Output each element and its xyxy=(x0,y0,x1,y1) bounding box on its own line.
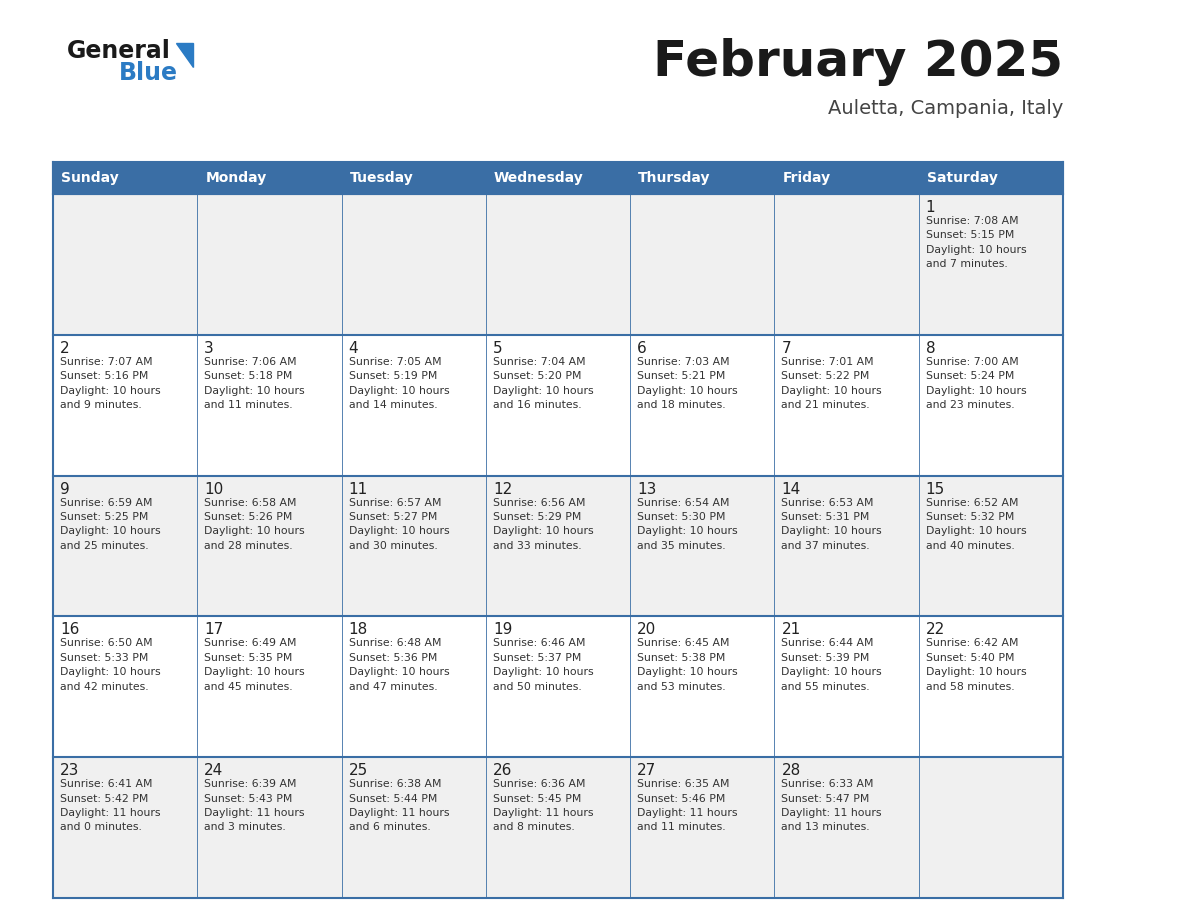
Bar xyxy=(342,162,486,194)
Text: Sunrise: 7:07 AM
Sunset: 5:16 PM
Daylight: 10 hours
and 9 minutes.: Sunrise: 7:07 AM Sunset: 5:16 PM Dayligh… xyxy=(61,357,160,410)
Text: Blue: Blue xyxy=(119,61,178,85)
Text: 18: 18 xyxy=(348,622,368,637)
Text: 13: 13 xyxy=(637,482,657,497)
Text: Sunday: Sunday xyxy=(61,171,119,185)
Text: Sunrise: 6:57 AM
Sunset: 5:27 PM
Daylight: 10 hours
and 30 minutes.: Sunrise: 6:57 AM Sunset: 5:27 PM Dayligh… xyxy=(348,498,449,551)
Text: 9: 9 xyxy=(61,482,70,497)
Text: Sunrise: 6:53 AM
Sunset: 5:31 PM
Daylight: 10 hours
and 37 minutes.: Sunrise: 6:53 AM Sunset: 5:31 PM Dayligh… xyxy=(782,498,881,551)
Text: 1: 1 xyxy=(925,200,935,215)
Text: 27: 27 xyxy=(637,763,657,778)
Text: 21: 21 xyxy=(782,622,801,637)
Text: Sunrise: 6:49 AM
Sunset: 5:35 PM
Daylight: 10 hours
and 45 minutes.: Sunrise: 6:49 AM Sunset: 5:35 PM Dayligh… xyxy=(204,638,305,691)
Text: Thursday: Thursday xyxy=(638,171,710,185)
Bar xyxy=(53,162,1063,194)
Text: 11: 11 xyxy=(348,482,368,497)
Text: Auletta, Campania, Italy: Auletta, Campania, Italy xyxy=(828,98,1063,118)
Text: 2: 2 xyxy=(61,341,70,356)
Text: Monday: Monday xyxy=(206,171,266,185)
Text: Sunrise: 7:08 AM
Sunset: 5:15 PM
Daylight: 10 hours
and 7 minutes.: Sunrise: 7:08 AM Sunset: 5:15 PM Dayligh… xyxy=(925,216,1026,269)
Text: 10: 10 xyxy=(204,482,223,497)
Bar xyxy=(53,194,1063,335)
Text: Sunrise: 7:04 AM
Sunset: 5:20 PM
Daylight: 10 hours
and 16 minutes.: Sunrise: 7:04 AM Sunset: 5:20 PM Dayligh… xyxy=(493,357,594,410)
Text: 6: 6 xyxy=(637,341,647,356)
Text: Sunrise: 6:44 AM
Sunset: 5:39 PM
Daylight: 10 hours
and 55 minutes.: Sunrise: 6:44 AM Sunset: 5:39 PM Dayligh… xyxy=(782,638,881,691)
Bar xyxy=(53,757,1063,898)
Text: 22: 22 xyxy=(925,622,944,637)
Text: 8: 8 xyxy=(925,341,935,356)
Text: Sunrise: 6:46 AM
Sunset: 5:37 PM
Daylight: 10 hours
and 50 minutes.: Sunrise: 6:46 AM Sunset: 5:37 PM Dayligh… xyxy=(493,638,594,691)
Text: 3: 3 xyxy=(204,341,214,356)
Text: Sunrise: 7:03 AM
Sunset: 5:21 PM
Daylight: 10 hours
and 18 minutes.: Sunrise: 7:03 AM Sunset: 5:21 PM Dayligh… xyxy=(637,357,738,410)
Text: 23: 23 xyxy=(61,763,80,778)
Text: Sunrise: 6:56 AM
Sunset: 5:29 PM
Daylight: 10 hours
and 33 minutes.: Sunrise: 6:56 AM Sunset: 5:29 PM Dayligh… xyxy=(493,498,594,551)
Text: Sunrise: 6:54 AM
Sunset: 5:30 PM
Daylight: 10 hours
and 35 minutes.: Sunrise: 6:54 AM Sunset: 5:30 PM Dayligh… xyxy=(637,498,738,551)
Text: Sunrise: 6:58 AM
Sunset: 5:26 PM
Daylight: 10 hours
and 28 minutes.: Sunrise: 6:58 AM Sunset: 5:26 PM Dayligh… xyxy=(204,498,305,551)
Text: Sunrise: 7:01 AM
Sunset: 5:22 PM
Daylight: 10 hours
and 21 minutes.: Sunrise: 7:01 AM Sunset: 5:22 PM Dayligh… xyxy=(782,357,881,410)
Text: Sunrise: 6:41 AM
Sunset: 5:42 PM
Daylight: 11 hours
and 0 minutes.: Sunrise: 6:41 AM Sunset: 5:42 PM Dayligh… xyxy=(61,779,160,833)
Bar xyxy=(53,476,1063,616)
Text: Tuesday: Tuesday xyxy=(349,171,413,185)
Text: 14: 14 xyxy=(782,482,801,497)
Text: Sunrise: 6:52 AM
Sunset: 5:32 PM
Daylight: 10 hours
and 40 minutes.: Sunrise: 6:52 AM Sunset: 5:32 PM Dayligh… xyxy=(925,498,1026,551)
Text: Sunrise: 6:45 AM
Sunset: 5:38 PM
Daylight: 10 hours
and 53 minutes.: Sunrise: 6:45 AM Sunset: 5:38 PM Dayligh… xyxy=(637,638,738,691)
Text: 24: 24 xyxy=(204,763,223,778)
Text: Sunrise: 6:59 AM
Sunset: 5:25 PM
Daylight: 10 hours
and 25 minutes.: Sunrise: 6:59 AM Sunset: 5:25 PM Dayligh… xyxy=(61,498,160,551)
Text: 19: 19 xyxy=(493,622,512,637)
Text: Sunrise: 7:06 AM
Sunset: 5:18 PM
Daylight: 10 hours
and 11 minutes.: Sunrise: 7:06 AM Sunset: 5:18 PM Dayligh… xyxy=(204,357,305,410)
Text: 17: 17 xyxy=(204,622,223,637)
Text: 28: 28 xyxy=(782,763,801,778)
Text: 5: 5 xyxy=(493,341,503,356)
Text: 7: 7 xyxy=(782,341,791,356)
Text: 25: 25 xyxy=(348,763,368,778)
Bar xyxy=(53,162,197,194)
Text: 4: 4 xyxy=(348,341,359,356)
Text: Saturday: Saturday xyxy=(927,171,998,185)
Text: Sunrise: 6:50 AM
Sunset: 5:33 PM
Daylight: 10 hours
and 42 minutes.: Sunrise: 6:50 AM Sunset: 5:33 PM Dayligh… xyxy=(61,638,160,691)
Text: Sunrise: 6:38 AM
Sunset: 5:44 PM
Daylight: 11 hours
and 6 minutes.: Sunrise: 6:38 AM Sunset: 5:44 PM Dayligh… xyxy=(348,779,449,833)
Text: 15: 15 xyxy=(925,482,944,497)
Polygon shape xyxy=(176,43,192,67)
Text: 12: 12 xyxy=(493,482,512,497)
Text: Sunrise: 7:00 AM
Sunset: 5:24 PM
Daylight: 10 hours
and 23 minutes.: Sunrise: 7:00 AM Sunset: 5:24 PM Dayligh… xyxy=(925,357,1026,410)
Bar xyxy=(775,162,918,194)
Text: 20: 20 xyxy=(637,622,657,637)
Text: Sunrise: 6:39 AM
Sunset: 5:43 PM
Daylight: 11 hours
and 3 minutes.: Sunrise: 6:39 AM Sunset: 5:43 PM Dayligh… xyxy=(204,779,305,833)
Text: Sunrise: 6:35 AM
Sunset: 5:46 PM
Daylight: 11 hours
and 11 minutes.: Sunrise: 6:35 AM Sunset: 5:46 PM Dayligh… xyxy=(637,779,738,833)
Bar xyxy=(53,616,1063,757)
Text: February 2025: February 2025 xyxy=(653,38,1063,86)
Text: Sunrise: 6:36 AM
Sunset: 5:45 PM
Daylight: 11 hours
and 8 minutes.: Sunrise: 6:36 AM Sunset: 5:45 PM Dayligh… xyxy=(493,779,593,833)
Bar xyxy=(918,162,1063,194)
Text: Sunrise: 7:05 AM
Sunset: 5:19 PM
Daylight: 10 hours
and 14 minutes.: Sunrise: 7:05 AM Sunset: 5:19 PM Dayligh… xyxy=(348,357,449,410)
Text: Sunrise: 6:42 AM
Sunset: 5:40 PM
Daylight: 10 hours
and 58 minutes.: Sunrise: 6:42 AM Sunset: 5:40 PM Dayligh… xyxy=(925,638,1026,691)
Bar xyxy=(53,335,1063,476)
Text: Wednesday: Wednesday xyxy=(494,171,583,185)
Text: 26: 26 xyxy=(493,763,512,778)
Text: 16: 16 xyxy=(61,622,80,637)
Text: General: General xyxy=(67,39,171,63)
Bar xyxy=(197,162,342,194)
Text: Sunrise: 6:48 AM
Sunset: 5:36 PM
Daylight: 10 hours
and 47 minutes.: Sunrise: 6:48 AM Sunset: 5:36 PM Dayligh… xyxy=(348,638,449,691)
Text: Friday: Friday xyxy=(783,171,830,185)
Text: Sunrise: 6:33 AM
Sunset: 5:47 PM
Daylight: 11 hours
and 13 minutes.: Sunrise: 6:33 AM Sunset: 5:47 PM Dayligh… xyxy=(782,779,881,833)
Bar xyxy=(630,162,775,194)
Bar xyxy=(486,162,630,194)
